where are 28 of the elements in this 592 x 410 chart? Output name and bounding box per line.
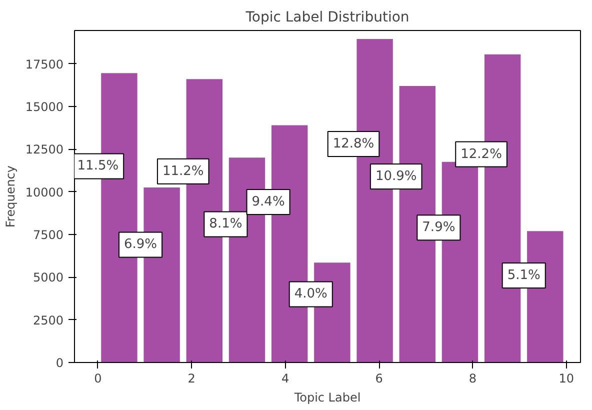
y-tick-label: 5000	[32, 270, 64, 285]
y-tick-label: 0	[56, 356, 64, 370]
annotation: 11.2%	[162, 164, 204, 179]
y-tick-label: 12500	[25, 142, 64, 157]
chart-title: Topic Label Distribution	[244, 10, 410, 26]
annotation: 12.2%	[460, 146, 502, 162]
annotation: 6.9%	[124, 237, 158, 252]
y-axis-title: Frequency	[3, 165, 18, 228]
x-tick-label: 2	[188, 372, 196, 386]
annotation: 7.9%	[422, 220, 456, 236]
y-tick-label: 17500	[25, 57, 64, 72]
x-tick-label: 8	[468, 372, 477, 386]
y-tick-label: 2500	[32, 313, 64, 328]
annotation: 12.8%	[332, 136, 374, 152]
x-tick-label: 6	[375, 372, 383, 386]
annotation: 4.0%	[294, 286, 328, 302]
y-tick-label: 7500	[32, 228, 64, 242]
annotation: 5.1%	[507, 268, 540, 283]
y-tick-label: 15000	[25, 100, 64, 114]
annotation: 10.9%	[375, 168, 417, 184]
annotation: 11.5%	[77, 158, 119, 174]
annotation: 9.4%	[252, 194, 285, 210]
x-tick-label: 0	[94, 372, 102, 386]
x-axis-title: Topic Label	[293, 390, 361, 404]
x-tick-label: 10	[558, 372, 574, 386]
y-tick-label: 10000	[25, 185, 64, 200]
annotation: 8.1%	[209, 216, 242, 232]
x-tick-label: 4	[282, 372, 290, 386]
